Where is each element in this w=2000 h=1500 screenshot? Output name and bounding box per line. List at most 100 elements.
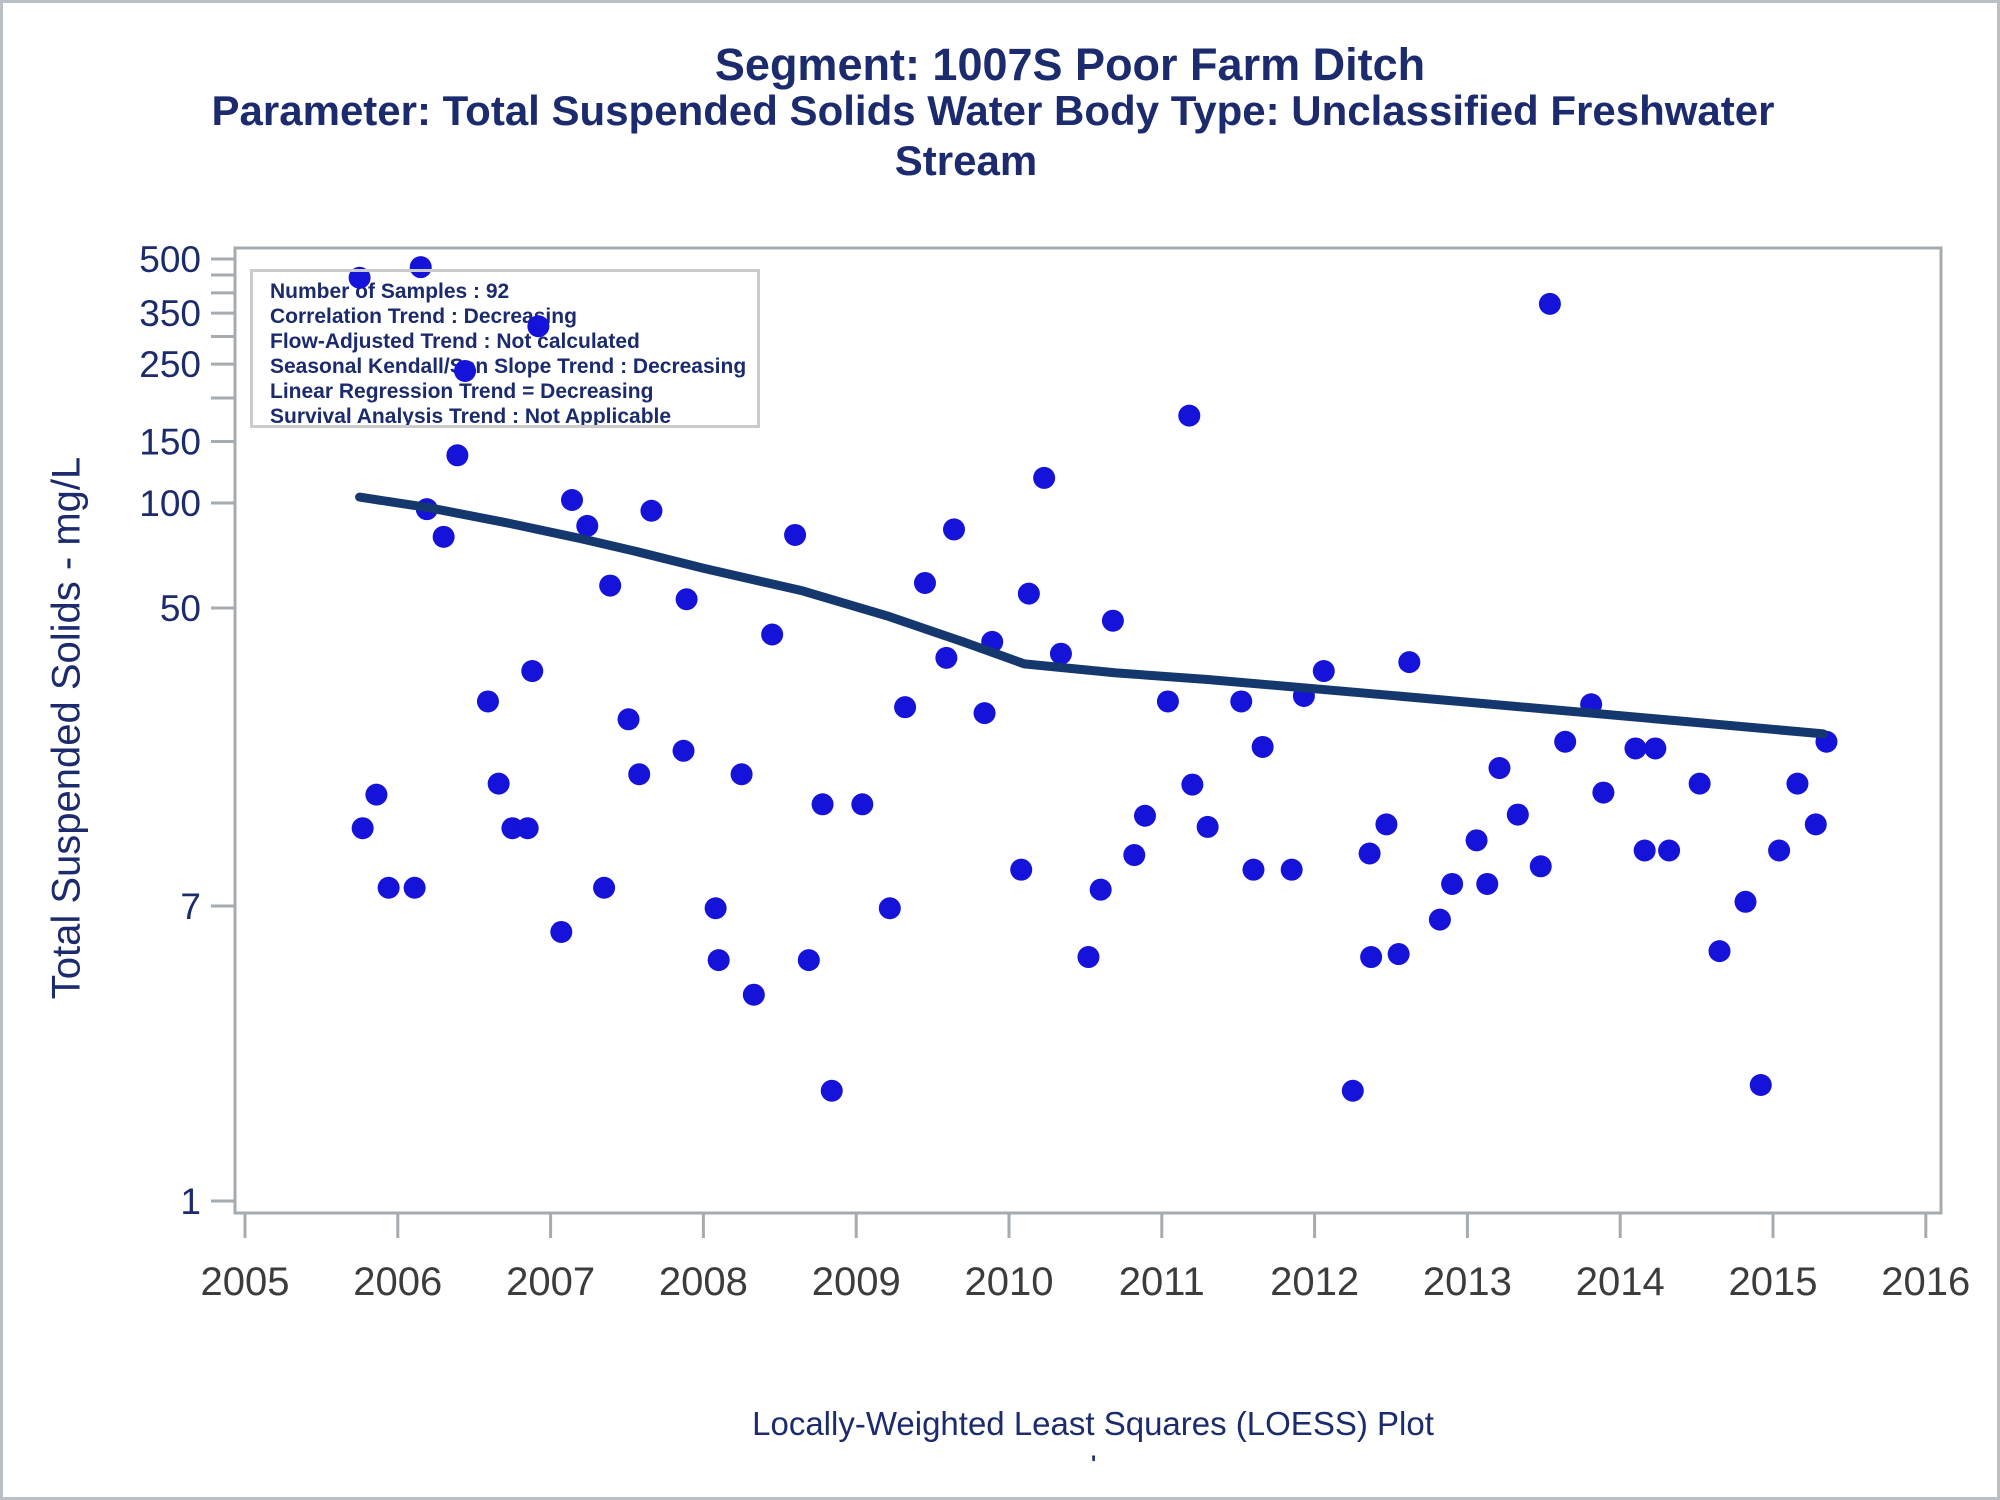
data-point [1049, 642, 1072, 665]
data-point [1688, 772, 1711, 795]
x-tick-label: 2015 [1729, 1260, 1818, 1304]
data-point [1506, 803, 1529, 826]
data-point [973, 702, 996, 725]
data-point [1033, 466, 1056, 489]
x-tick-label: 2005 [201, 1260, 290, 1304]
stat-flow-adjusted-trend: Flow-Adjusted Trend : Not calculated [270, 330, 640, 353]
data-point [742, 983, 765, 1006]
y-tick-label: 1 [180, 1181, 201, 1222]
chart-title-line-2: Parameter: Total Suspended Solids Water … [211, 87, 1775, 134]
data-point [377, 876, 400, 899]
x-tick-label: 2011 [1119, 1260, 1205, 1304]
data-point [1786, 772, 1809, 795]
data-point [1251, 735, 1274, 758]
data-point [811, 793, 834, 816]
data-point [501, 817, 524, 840]
data-point [784, 523, 807, 546]
data-point [446, 444, 469, 467]
data-point [1375, 813, 1398, 836]
y-tick-label: 500 [139, 239, 201, 280]
footnote-mark: ' [1091, 1451, 1097, 1476]
data-point [1538, 292, 1561, 315]
data-point [1242, 858, 1265, 881]
x-tick-label: 2009 [812, 1260, 901, 1304]
data-point [1312, 660, 1335, 683]
stat-correlation-trend: Correlation Trend : Decreasing [270, 305, 577, 328]
data-point [1077, 946, 1100, 969]
data-point [576, 514, 599, 537]
data-point [761, 623, 784, 646]
y-tick-label: 350 [139, 293, 201, 334]
data-point [820, 1079, 843, 1102]
data-point [1387, 943, 1410, 966]
stat-number-of-samples: Number of Samples : 92 [270, 280, 510, 303]
data-point [1358, 842, 1381, 865]
data-point [1017, 582, 1040, 605]
data-point [1123, 844, 1146, 867]
plot-frame [233, 246, 1943, 1215]
data-point [730, 763, 753, 786]
x-tick-label: 2007 [506, 1260, 595, 1304]
trend-line [355, 492, 1828, 739]
data-point [1768, 839, 1791, 862]
data-point [1592, 781, 1615, 804]
data-point [878, 897, 901, 920]
data-point [707, 949, 730, 972]
data-point [1488, 757, 1511, 780]
data-point [476, 690, 499, 713]
data-point [1644, 737, 1667, 760]
data-point [1734, 890, 1757, 913]
y-tick-label: 100 [139, 483, 201, 524]
x-tick-label: 2014 [1576, 1260, 1665, 1304]
data-point [409, 256, 432, 279]
data-point [1196, 815, 1219, 838]
data-point [1133, 804, 1156, 827]
x-tick-label: 2016 [1881, 1260, 1970, 1304]
data-point [1010, 858, 1033, 881]
data-point [487, 772, 510, 795]
data-point [550, 920, 573, 943]
data-point [1624, 737, 1647, 760]
data-point [527, 315, 550, 338]
data-point [432, 525, 455, 548]
data-point [403, 876, 426, 899]
trend-summary-box-text: Number of Samples : 92 Correlation Trend… [250, 269, 760, 428]
data-point [672, 739, 695, 762]
stat-survival-analysis-trend: Survival Analysis Trend : Not Applicable [270, 405, 672, 428]
x-tick-label: 2008 [659, 1260, 748, 1304]
data-point [935, 646, 958, 669]
data-point [1554, 730, 1577, 753]
data-point [1181, 773, 1204, 796]
data-point [851, 793, 874, 816]
data-point [797, 949, 820, 972]
data-point [1749, 1073, 1772, 1096]
data-point [593, 876, 616, 899]
stat-seasonal-kendall-trend: Seasonal Kendall/Sen Slope Trend : Decre… [270, 355, 747, 378]
data-point [894, 696, 917, 719]
data-point [365, 783, 388, 806]
data-point [599, 574, 622, 597]
data-point [1465, 829, 1488, 852]
data-point [675, 588, 698, 611]
x-tick-label: 2013 [1423, 1260, 1512, 1304]
data-point [913, 571, 936, 594]
chart-title-line-1: Segment: 1007S Poor Farm Ditch [714, 39, 1426, 90]
y-tick-label: 7 [180, 886, 201, 927]
data-point [1089, 878, 1112, 901]
data-point [1441, 872, 1464, 895]
y-tick-label: 150 [139, 422, 201, 463]
data-point [617, 708, 640, 731]
stat-linear-regression-trend: Linear Regression Trend = Decreasing [270, 380, 654, 403]
data-point [1101, 609, 1124, 632]
data-point [1708, 940, 1731, 963]
data-point [1230, 690, 1253, 713]
x-tick-label: 2006 [353, 1260, 442, 1304]
data-point [628, 763, 651, 786]
scatter-plot-area: 2005 2006 2007 2008 2009 2010 2011 2012 2013 2014… [139, 239, 1970, 1304]
data-point [348, 266, 371, 289]
data-point [1280, 858, 1303, 881]
data-point [942, 518, 965, 541]
data-point [1804, 813, 1827, 836]
x-tick-label: 2012 [1270, 1260, 1359, 1304]
